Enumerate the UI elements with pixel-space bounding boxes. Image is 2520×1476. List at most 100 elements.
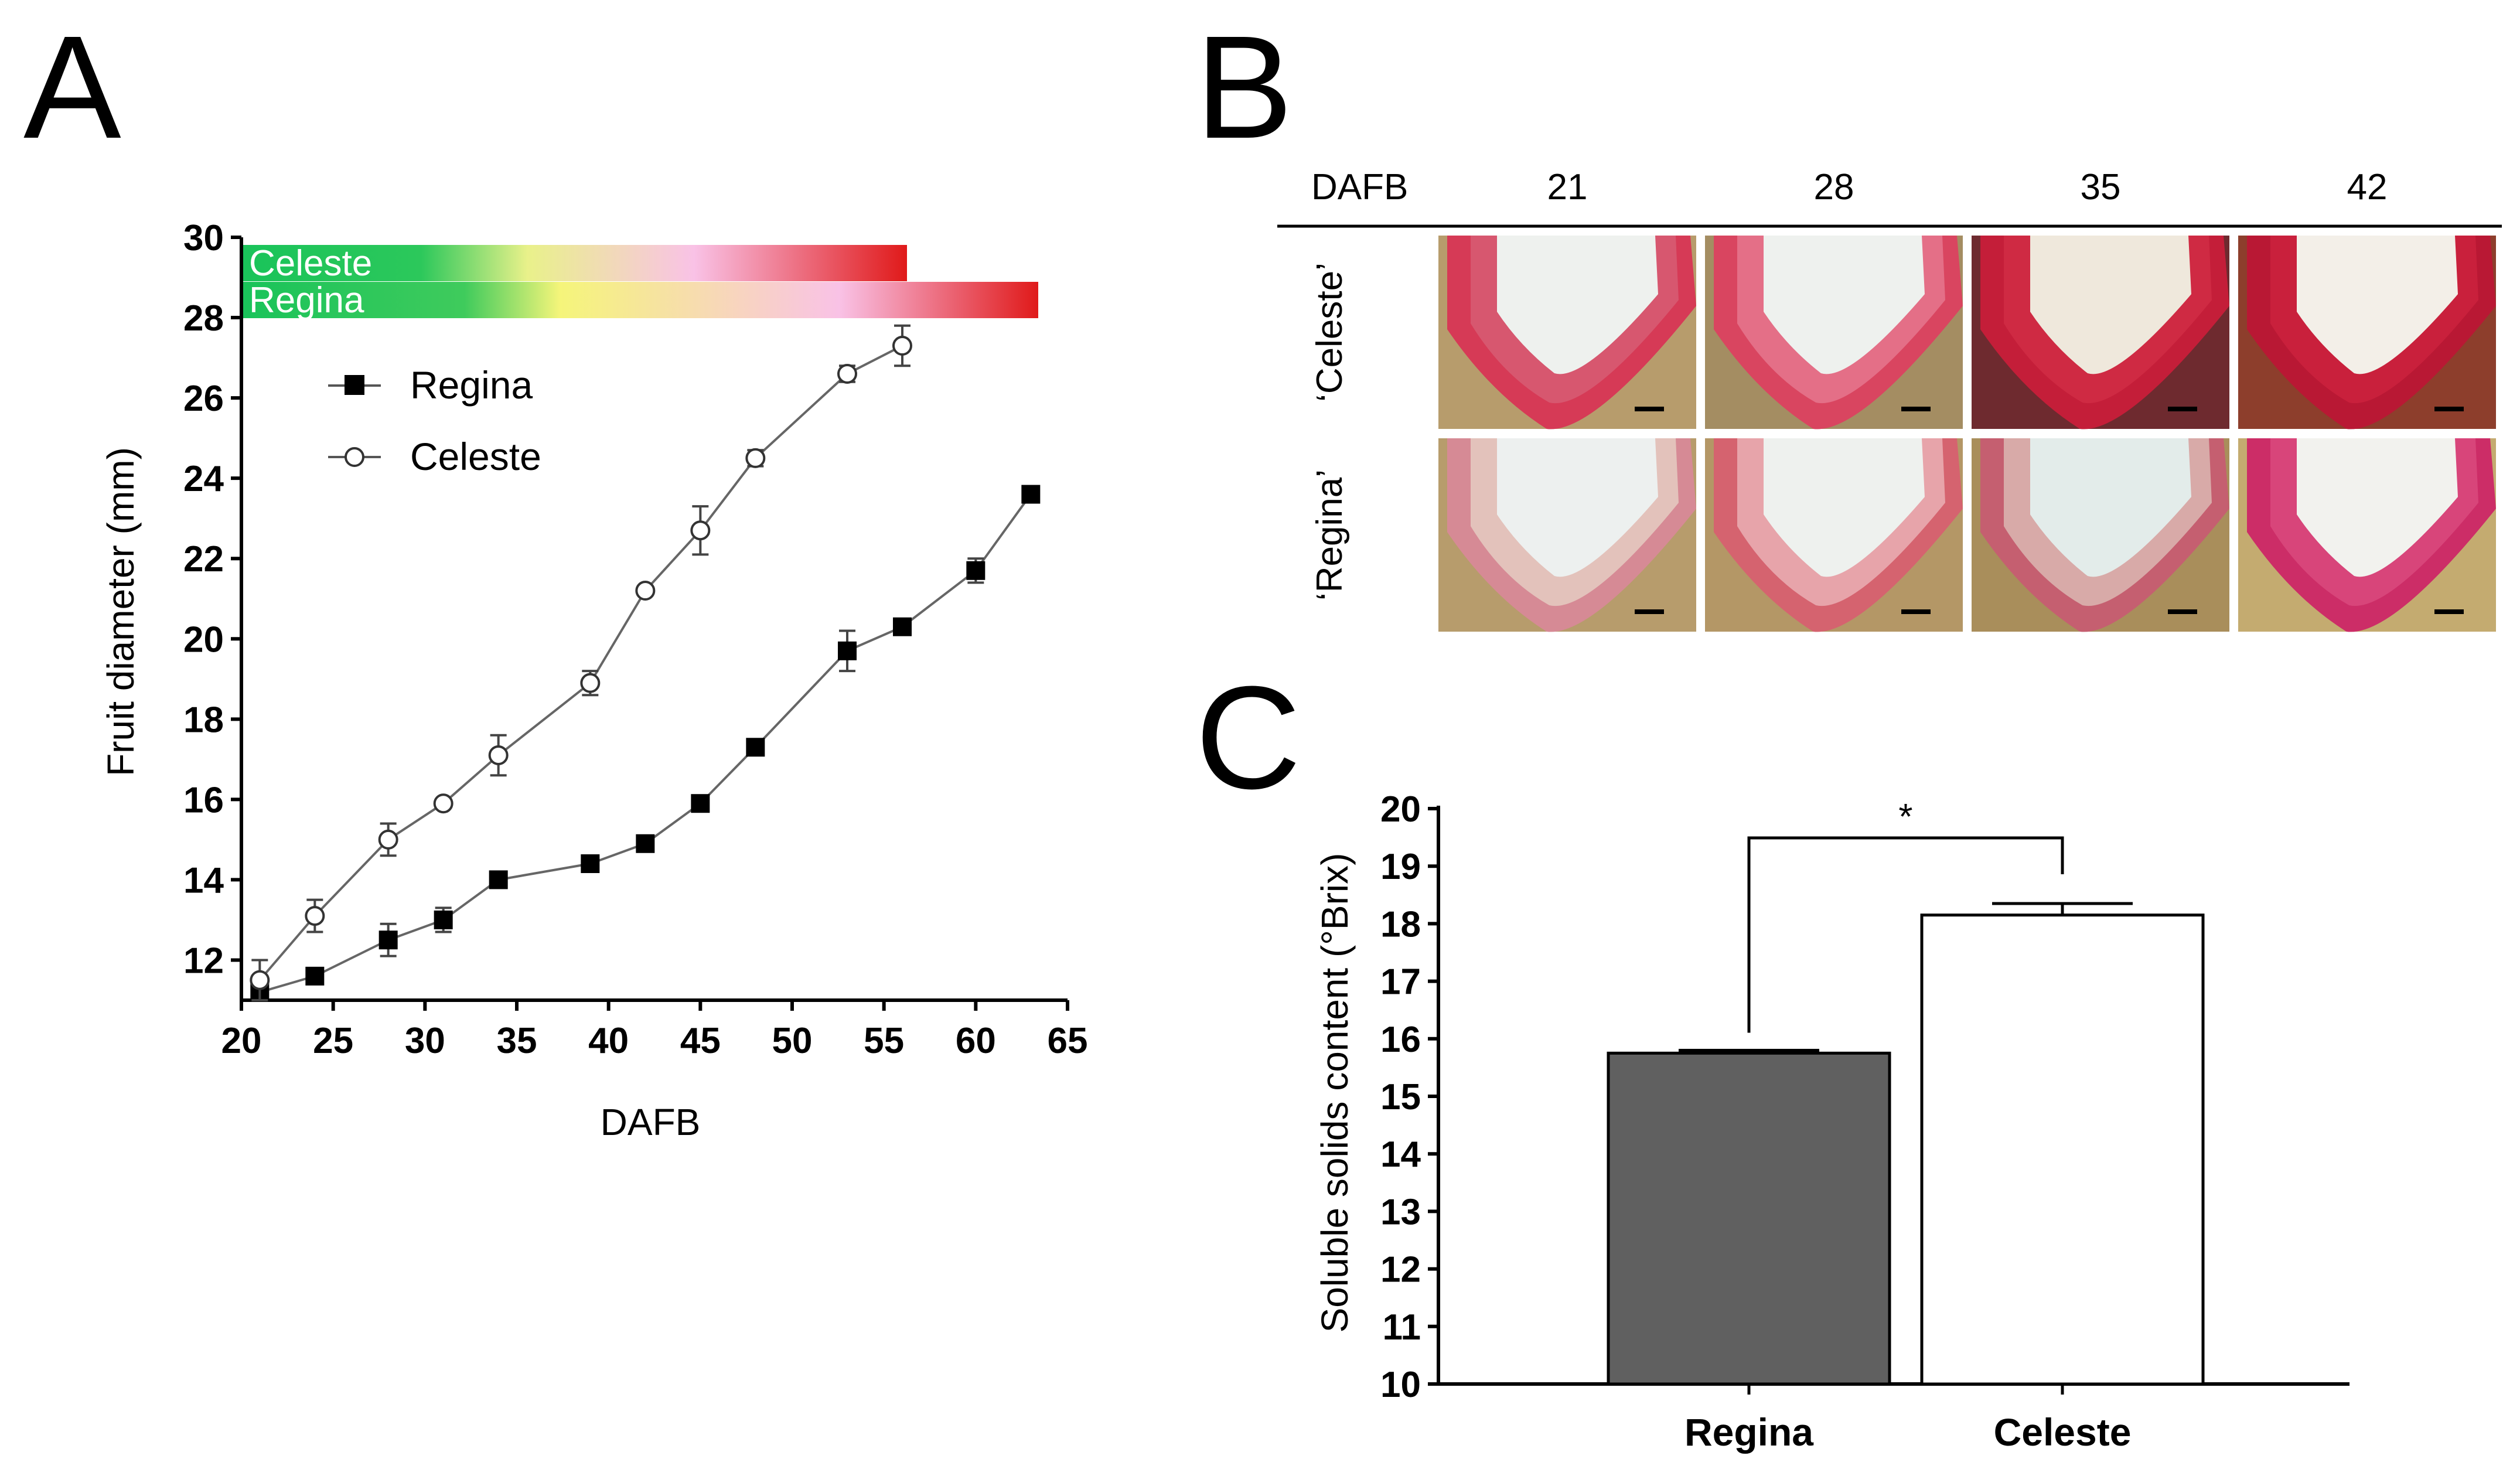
fruit-seed [2297,236,2458,374]
panel-label-c: C [1195,656,1301,819]
data-point-celeste [892,336,912,356]
fruit-photo-regina-21 [1438,438,1696,632]
fruit-seed [2030,438,2191,577]
data-point-regina [691,794,710,813]
scale-bar [1635,609,1664,614]
fruit-photo-celeste-21 [1438,236,1696,429]
panel-a-y-axis-title: Fruit diameter (mm) [100,447,142,776]
data-point-celeste [488,745,509,765]
row-label-cultivar: ‘Celeste’ [1310,263,1350,402]
scale-bar [2168,609,2197,614]
x-tick-label: 50 [772,1021,813,1061]
data-point-regina [1021,485,1041,504]
y-tick-label: 17 [1380,962,1421,1003]
panel-a-line-chart: Celeste Regina 12 14 16 18 20 22 24 26 28 30 20 25… [100,218,1087,1143]
fruit-photo-regina-35 [1972,438,2229,632]
data-point-celeste [305,906,325,926]
y-tick-label: 28 [183,298,224,339]
y-tick-label: 22 [183,539,224,580]
fruit-photo-regina-28 [1705,438,1963,632]
ripening-bar-regina-label: Regina [249,280,364,321]
data-point-regina [305,966,325,986]
x-tick-label: Celeste [1994,1410,2132,1454]
scale-bar [2434,609,2464,614]
y-tick-label: 19 [1380,847,1421,887]
panel-a-legend: Regina Celeste [328,363,541,478]
x-tick-label: 25 [313,1021,353,1061]
ripening-bar-celeste-label: Celeste [249,243,372,284]
bar-regina [1607,1051,1891,1386]
y-tick-label: 15 [1380,1077,1421,1117]
scale-bar [1901,609,1931,614]
fruit-seed [1497,438,1658,577]
y-tick-label: 20 [1380,789,1421,830]
data-point-celeste [580,673,601,693]
fruit-seed [1764,438,1925,577]
y-tick-label: 12 [1380,1250,1421,1290]
y-tick-label: 12 [183,940,224,981]
legend-regina-label: Regina [410,363,533,407]
y-tick-label: 14 [183,860,224,901]
data-point-regina [838,641,857,660]
data-point-regina [893,617,912,636]
scale-bar [2168,407,2197,411]
x-tick-label: Regina [1684,1410,1814,1454]
data-point-celeste [433,793,453,814]
series-line-regina [259,493,1032,994]
panel-c-bar-chart: 10 11 12 13 14 15 16 17 18 19 20 Regina Celeste * S… [1314,789,2350,1454]
fruit-photo-celeste-35 [1972,236,2229,429]
data-point-regina [636,834,655,853]
ripening-bar-regina [241,282,1038,318]
data-point-regina [966,561,986,580]
y-tick-label: 20 [183,619,224,660]
panel-label-b: B [1195,5,1293,169]
significance-marker: * [1898,797,1912,837]
panel-c-y-axis-title: Soluble solids content (°Brix) [1314,853,1356,1333]
bar-celeste [1920,913,2205,1386]
column-label-dafb: 28 [1814,167,1854,207]
fruit-photo-celeste-28 [1705,236,1963,429]
data-point-celeste [378,829,398,850]
column-label-dafb: 42 [2347,167,2388,207]
y-tick-label: 26 [183,379,224,419]
x-tick-label: 35 [497,1021,537,1061]
panel-a-x-axis-title: DAFB [601,1101,701,1143]
x-tick-label: 45 [680,1021,721,1061]
y-tick-label: 16 [1380,1020,1421,1060]
panel-label-a: A [23,5,121,169]
y-tick-label: 13 [1380,1192,1421,1232]
legend-celeste-label: Celeste [410,435,541,478]
x-tick-label: 60 [956,1021,996,1061]
fruit-photo-celeste-42 [2238,236,2496,429]
scale-bar [1635,407,1664,411]
column-label-dafb: 21 [1547,167,1588,207]
column-label-dafb: 35 [2081,167,2121,207]
data-point-celeste [690,520,711,541]
data-point-celeste [745,448,766,468]
legend-regina-marker [345,375,364,395]
data-point-regina [489,870,508,889]
y-tick-label: 16 [183,780,224,820]
y-tick-label: 18 [1380,904,1421,945]
data-point-regina [746,738,765,757]
series-line-celeste [258,345,903,981]
scale-bar [1901,407,1931,411]
x-tick-label: 40 [588,1021,629,1061]
fruit-seed [2030,236,2191,374]
x-tick-label: 20 [221,1021,262,1061]
x-tick-label: 30 [405,1021,445,1061]
y-tick-label: 30 [183,218,224,258]
fruit-seed [2297,438,2458,577]
ripening-bar-celeste [241,245,907,281]
fruit-photo-regina-42 [2238,438,2496,632]
y-tick-label: 10 [1380,1365,1421,1405]
data-point-celeste [837,363,857,384]
fruit-seed [1497,236,1658,374]
y-tick-label: 11 [1382,1307,1421,1348]
data-point-regina [378,930,398,950]
fruit-seed [1764,236,1925,374]
scale-bar [2434,407,2464,411]
y-tick-label: 24 [183,459,224,499]
y-tick-label: 14 [1380,1134,1421,1175]
data-point-celeste [635,581,656,601]
